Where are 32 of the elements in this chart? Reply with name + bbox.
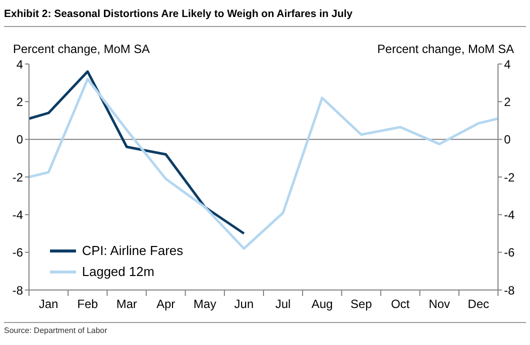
source-note: Source: Department of Labor xyxy=(4,326,108,335)
x-tick-label: Mar xyxy=(116,297,138,311)
x-tick-label: Jan xyxy=(38,297,58,311)
y-tick-label: 4 xyxy=(16,57,24,72)
y2-tick-label: -8 xyxy=(504,283,515,298)
chart-title: Exhibit 2: Seasonal Distortions Are Likely to Weigh on Airfares in July xyxy=(4,8,353,20)
y2-tick-label: -6 xyxy=(504,246,515,260)
x-tick-label: Jul xyxy=(275,297,291,311)
y-tick-label: -2 xyxy=(12,170,24,184)
y-tick-label: 2 xyxy=(16,94,24,109)
y2-axis-title: Percent change, MoM SA xyxy=(377,42,514,56)
x-tick-label: Aug xyxy=(311,297,333,311)
y-axis-title: Percent change, MoM SA xyxy=(13,42,150,56)
x-tick-label: Nov xyxy=(428,297,450,311)
x-tick-label: Sep xyxy=(350,297,372,311)
y2-tick-label: -4 xyxy=(504,208,515,222)
x-tick-label: Apr xyxy=(156,297,176,311)
y2-tick-label: 4 xyxy=(504,57,511,72)
y2-tick-label: 2 xyxy=(504,94,511,109)
x-tick-label: Dec xyxy=(468,297,490,311)
y-tick-label: -4 xyxy=(12,208,24,222)
x-tick-label: Oct xyxy=(390,297,410,311)
x-tick-label: Feb xyxy=(77,297,98,311)
legend-label: CPI: Airline Fares xyxy=(82,243,184,258)
y-tick-label: -6 xyxy=(12,246,24,260)
legend-label: Lagged 12m xyxy=(82,264,154,279)
x-tick-label: Jun xyxy=(234,297,254,311)
y-tick-label: 0 xyxy=(16,132,24,147)
y2-tick-label: 0 xyxy=(504,132,511,147)
x-tick-label: May xyxy=(194,297,216,311)
y2-tick-label: -2 xyxy=(504,170,515,184)
y-tick-label: -8 xyxy=(12,283,24,298)
